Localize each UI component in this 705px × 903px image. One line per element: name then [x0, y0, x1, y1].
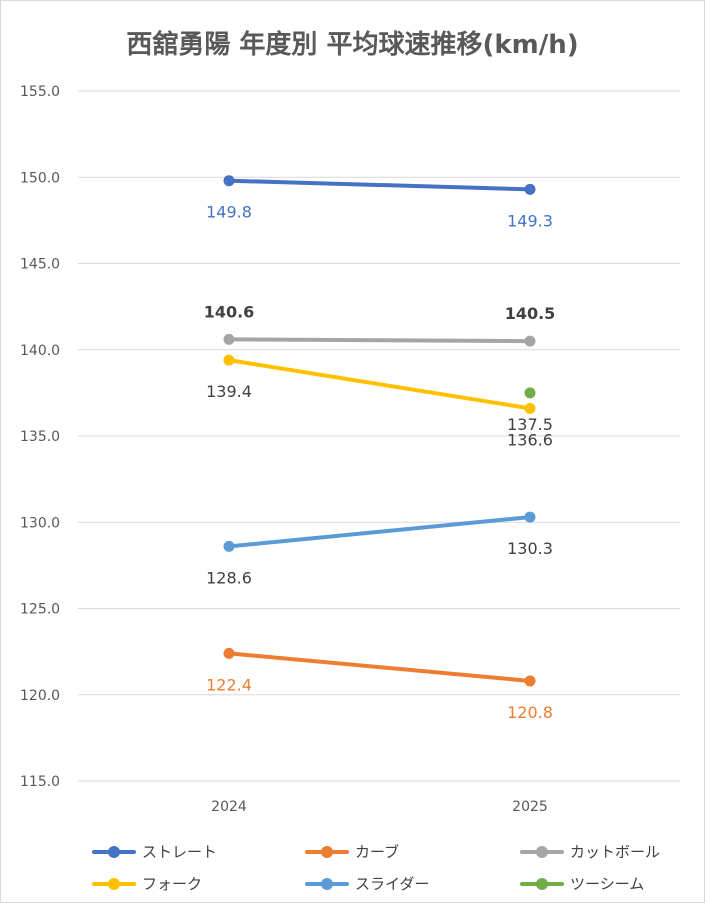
- legend-swatch: [520, 845, 564, 858]
- series-marker: [524, 402, 536, 414]
- legend-item: フォーク: [92, 873, 202, 894]
- x-tick-label: 2024: [211, 799, 247, 815]
- data-label: 140.6: [204, 302, 255, 321]
- y-tick-label: 150.0: [20, 170, 60, 186]
- legend-swatch: [305, 877, 349, 890]
- series-marker: [223, 175, 235, 187]
- data-label: 122.4: [206, 675, 252, 694]
- legend-swatch: [520, 877, 564, 890]
- x-tick-label: 2025: [512, 799, 548, 815]
- series-marker: [223, 647, 235, 659]
- legend-label: ツーシーム: [570, 875, 645, 893]
- series-marker: [524, 387, 536, 399]
- series-line: [227, 515, 532, 549]
- legend-label: ストレート: [142, 843, 218, 861]
- legend-item: カーブ: [305, 841, 399, 862]
- legend-label: カットボール: [570, 843, 661, 861]
- legend-swatch: [305, 845, 349, 858]
- data-label: 136.6: [507, 430, 553, 449]
- y-tick-label: 125.0: [20, 602, 60, 618]
- series-line: [227, 358, 532, 411]
- legend-item: カットボール: [520, 841, 660, 862]
- legend-label: スライダー: [355, 875, 430, 893]
- data-label: 139.4: [206, 382, 252, 401]
- legend-swatch: [92, 877, 136, 890]
- series-line: [227, 651, 532, 683]
- y-tick-label: 140.0: [20, 343, 60, 359]
- y-tick-label: 145.0: [20, 257, 60, 273]
- data-label: 128.6: [206, 568, 252, 587]
- legend-label: フォーク: [142, 875, 203, 893]
- series-line: [227, 178, 532, 192]
- series-marker: [223, 333, 235, 345]
- series-marker: [524, 675, 536, 687]
- legend-item: ストレート: [92, 841, 217, 862]
- series-marker: [524, 335, 536, 347]
- data-label: 140.5: [505, 304, 556, 323]
- data-label: 120.8: [507, 703, 553, 722]
- series-marker: [524, 511, 536, 523]
- series-marker: [223, 354, 235, 366]
- series-line: [227, 337, 532, 344]
- y-tick-label: 120.0: [20, 688, 60, 704]
- series-marker: [524, 183, 536, 195]
- legend-swatch: [92, 845, 136, 858]
- y-tick-label: 155.0: [20, 84, 60, 100]
- series-marker: [223, 540, 235, 552]
- legend-item: ツーシーム: [520, 873, 644, 894]
- y-tick-label: 130.0: [20, 515, 60, 531]
- data-label: 130.3: [507, 539, 553, 558]
- data-label: 149.3: [507, 211, 553, 230]
- y-tick-label: 135.0: [20, 429, 60, 445]
- data-label: 149.8: [206, 203, 252, 222]
- legend-label: カーブ: [355, 843, 400, 861]
- data-label: 137.5: [507, 415, 553, 434]
- y-tick-label: 115.0: [20, 774, 60, 790]
- chart-title: 西舘勇陽 年度別 平均球速推移(km/h): [126, 30, 579, 60]
- legend-item: スライダー: [305, 873, 429, 894]
